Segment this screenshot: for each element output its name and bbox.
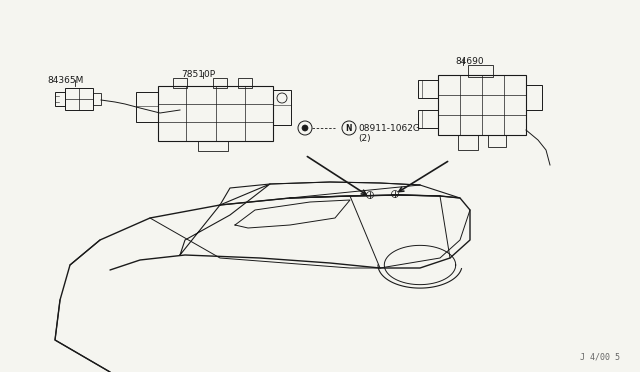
Bar xyxy=(458,135,478,150)
Bar xyxy=(273,90,291,125)
Bar xyxy=(198,141,228,151)
Text: J 4/00 5: J 4/00 5 xyxy=(580,353,620,362)
Text: 84690: 84690 xyxy=(455,57,484,66)
Bar xyxy=(158,86,273,141)
Text: (2): (2) xyxy=(358,134,371,143)
Bar xyxy=(238,78,252,88)
Bar xyxy=(526,85,542,110)
Bar xyxy=(488,135,506,147)
Bar xyxy=(136,92,158,122)
Bar xyxy=(468,65,493,77)
Bar xyxy=(418,80,438,98)
Bar xyxy=(173,78,187,88)
Text: N: N xyxy=(346,124,352,132)
Bar xyxy=(65,88,93,110)
Bar xyxy=(93,93,101,105)
Bar xyxy=(438,75,526,135)
Text: 84365M: 84365M xyxy=(47,76,83,85)
Text: 08911-1062G: 08911-1062G xyxy=(358,124,420,133)
Circle shape xyxy=(302,125,308,131)
Bar xyxy=(418,110,438,128)
Text: 78510P: 78510P xyxy=(181,70,215,79)
Bar xyxy=(55,92,65,106)
Bar xyxy=(213,78,227,88)
